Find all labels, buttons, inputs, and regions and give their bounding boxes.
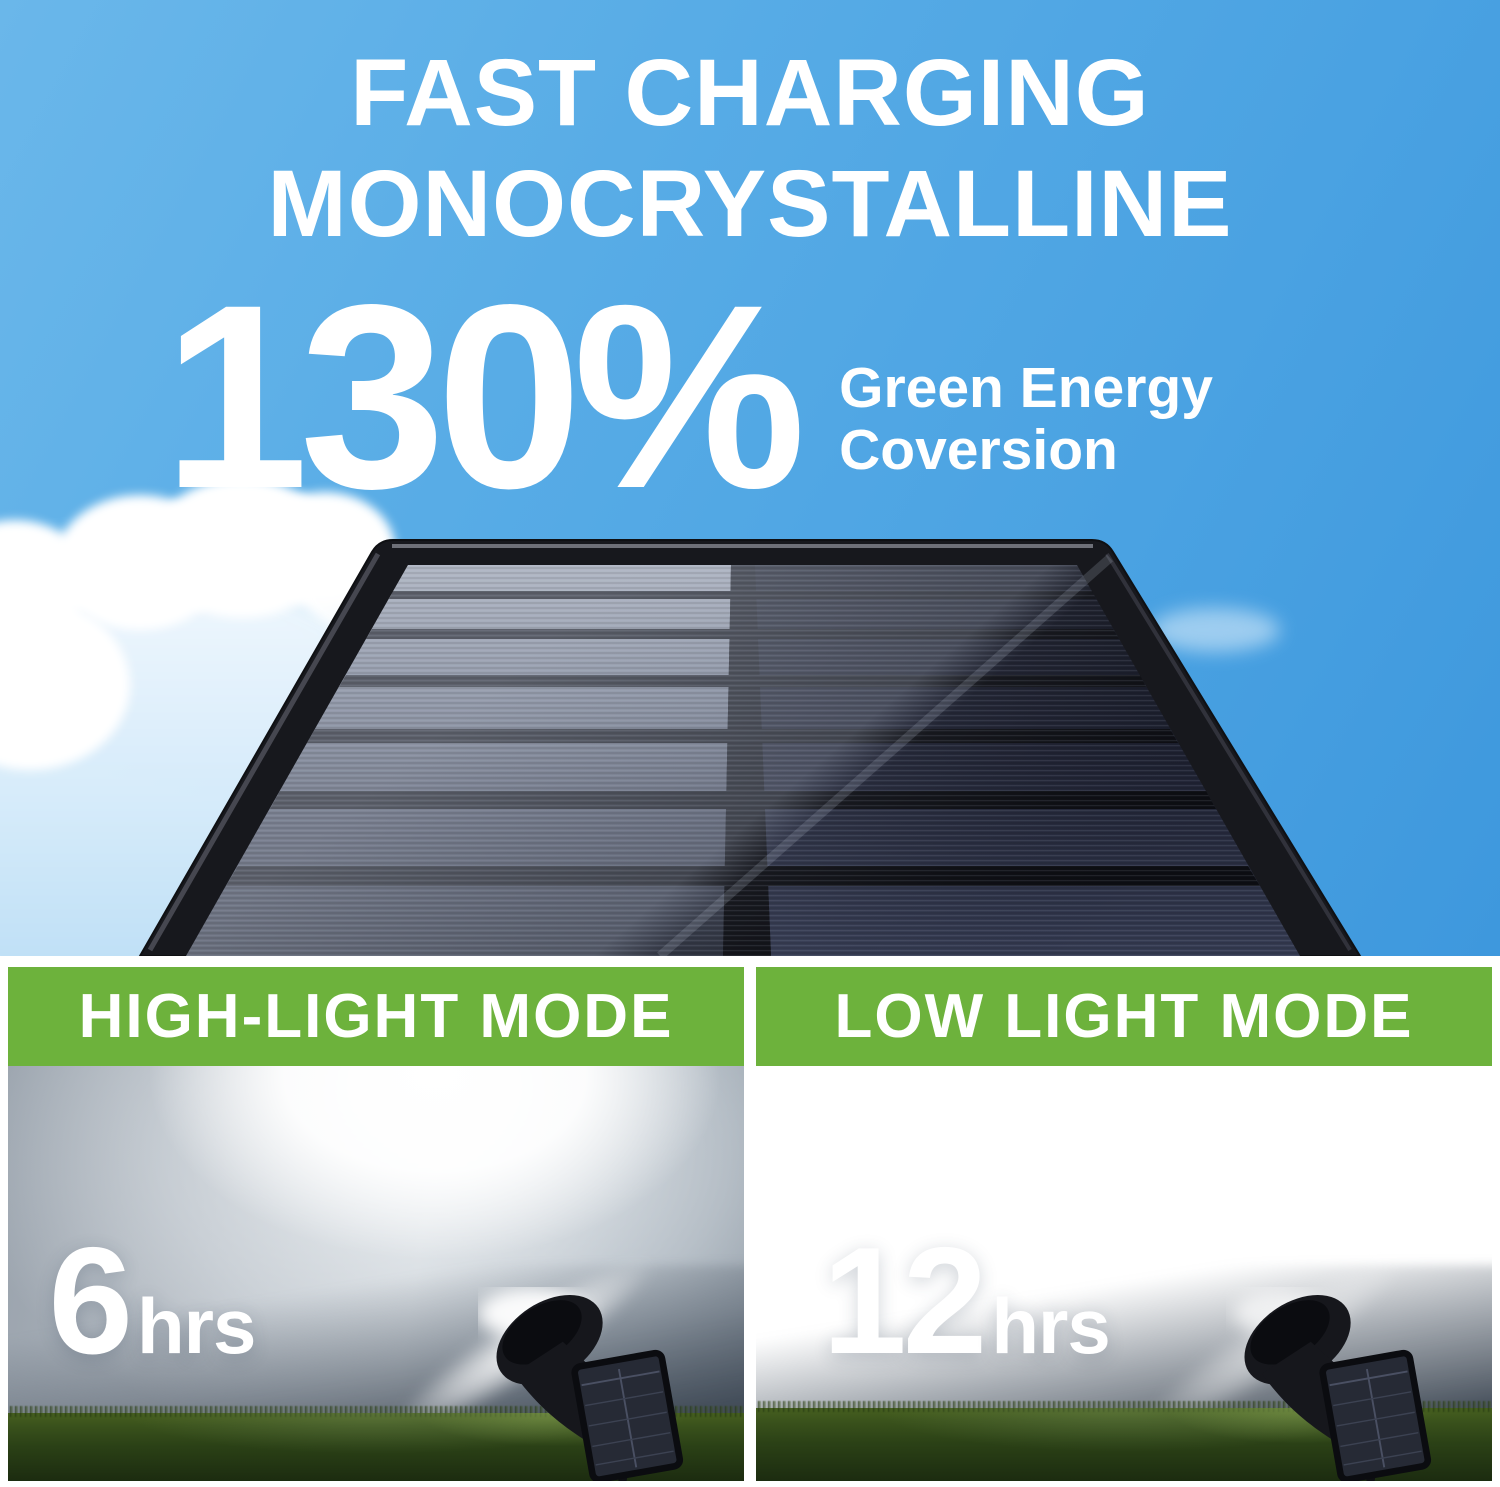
duration-unit: hrs	[991, 1282, 1110, 1370]
mode-card-low-light: LOW LIGHT MODE	[756, 967, 1492, 1481]
hero-title-line2: MONOCRYSTALLINE	[267, 151, 1233, 258]
conversion-stat: 130% Green Energy Coversion	[163, 266, 1213, 528]
stat-value: 130%	[163, 250, 806, 543]
mode-header-low-light: LOW LIGHT MODE	[756, 967, 1492, 1066]
spotlight-illustration	[1233, 1290, 1431, 1481]
hero-title: FAST CHARGING MONOCRYSTALLINE	[0, 38, 1500, 260]
mode-header-high-light: HIGH-LIGHT MODE	[8, 967, 744, 1066]
light-modes-section: HIGH-LIGHT MODE	[0, 956, 1500, 1487]
duration-unit: hrs	[137, 1282, 256, 1370]
duration-label: 12 hrs	[822, 1216, 1110, 1386]
spotlight-illustration	[477, 1287, 683, 1481]
stat-caption-line2: Coversion	[839, 417, 1118, 482]
solar-panel-illustration	[138, 539, 1362, 956]
duration-label: 6 hrs	[48, 1216, 256, 1386]
hero-section: FAST CHARGING MONOCRYSTALLINE 130% Green…	[0, 0, 1500, 956]
mode-header-label: LOW LIGHT MODE	[834, 982, 1414, 1051]
mode-card-high-light: HIGH-LIGHT MODE	[8, 967, 744, 1481]
duration-value: 6	[48, 1216, 133, 1386]
mode-header-label: HIGH-LIGHT MODE	[78, 982, 674, 1051]
mode-photo-low-light: 12 hrs	[756, 1066, 1492, 1481]
hero-title-line1: FAST CHARGING	[350, 40, 1150, 146]
stat-caption-line1: Green Energy	[839, 356, 1213, 420]
mode-photo-high-light: 6 hrs	[8, 1066, 744, 1481]
stat-caption: Green Energy Coversion	[839, 356, 1213, 528]
duration-value: 12	[822, 1216, 987, 1386]
